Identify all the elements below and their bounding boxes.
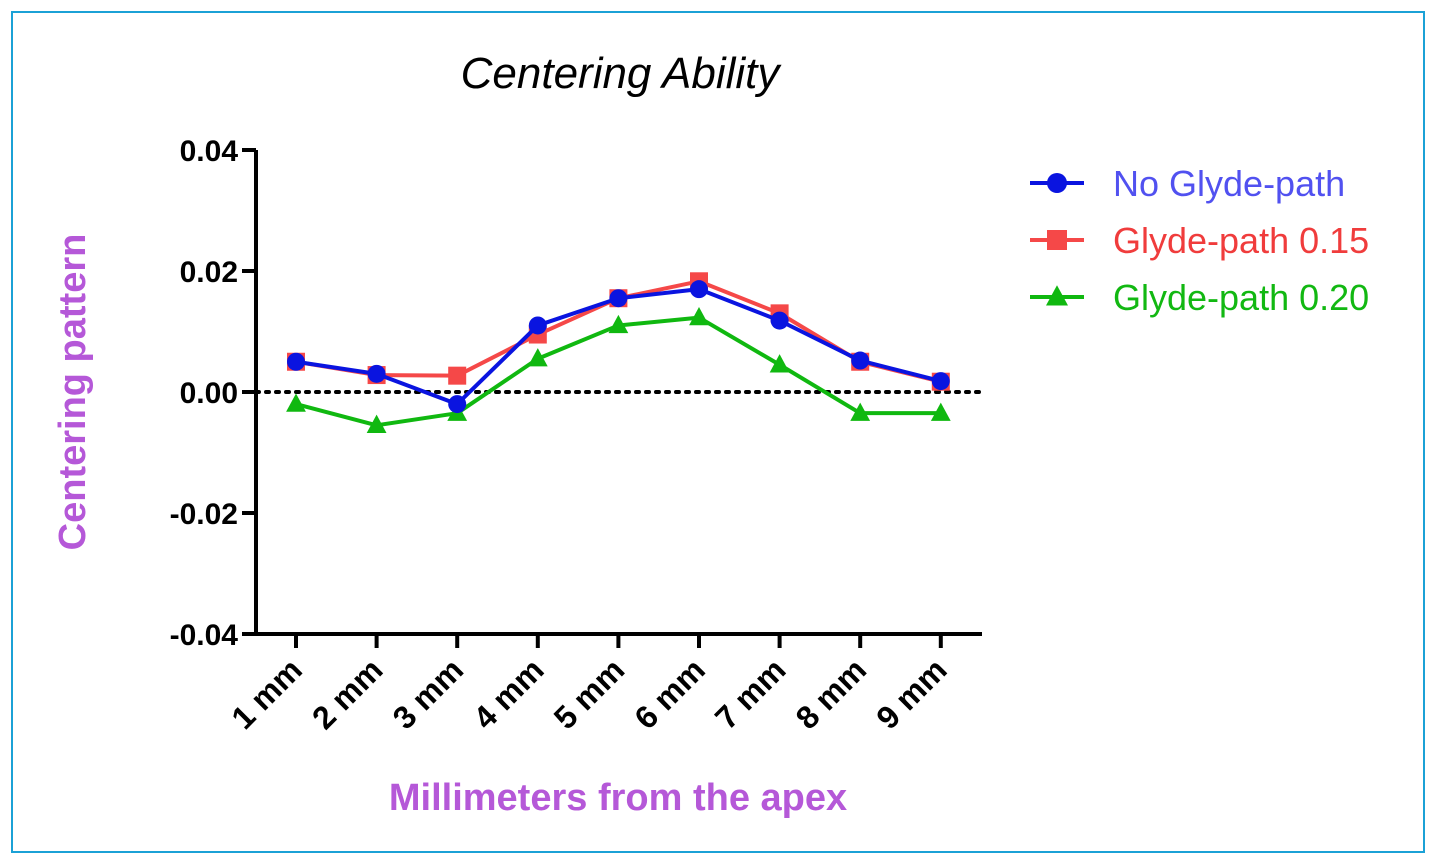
legend-item: Glyde-path 0.15 bbox=[1030, 220, 1369, 261]
legend-marker bbox=[1046, 285, 1068, 306]
data-point bbox=[770, 311, 789, 330]
y-tick-label: 0.02 bbox=[180, 256, 238, 289]
data-point bbox=[448, 366, 467, 385]
data-point bbox=[851, 351, 870, 370]
x-tick-label: 4 mm bbox=[466, 651, 551, 736]
data-point bbox=[448, 395, 467, 414]
data-point bbox=[609, 289, 628, 308]
legend-label: Glyde-path 0.20 bbox=[1113, 277, 1369, 318]
data-point bbox=[690, 280, 708, 299]
x-tick-label: 7 mm bbox=[708, 651, 793, 736]
data-point bbox=[528, 316, 547, 335]
y-tick-label: 0.00 bbox=[180, 377, 238, 410]
legend-item: No Glyde-path bbox=[1030, 163, 1345, 204]
x-axis-label: Millimeters from the apex bbox=[389, 777, 847, 819]
x-tick-label: 9 mm bbox=[869, 651, 954, 736]
x-tick-label: 2 mm bbox=[305, 651, 390, 736]
legend-marker bbox=[1047, 230, 1067, 250]
data-point bbox=[527, 348, 548, 367]
legend-item: Glyde-path 0.20 bbox=[1030, 277, 1369, 318]
legend-marker bbox=[1047, 173, 1067, 193]
data-point bbox=[287, 352, 305, 371]
x-tick-label: 6 mm bbox=[627, 651, 712, 736]
data-point bbox=[769, 354, 790, 373]
data-point bbox=[286, 393, 306, 412]
x-tick-label: 1 mm bbox=[224, 651, 309, 736]
plot-area bbox=[286, 272, 951, 433]
y-tick-label: -0.02 bbox=[170, 498, 238, 531]
data-point bbox=[608, 314, 629, 334]
data-point bbox=[850, 402, 871, 421]
data-point bbox=[931, 372, 950, 391]
x-tick-label: 3 mm bbox=[386, 651, 471, 736]
x-tick-label: 5 mm bbox=[547, 651, 632, 736]
chart-title: Centering Ability bbox=[461, 49, 783, 98]
legend: No Glyde-path Glyde-path 0.15 Glyde-path 0… bbox=[1030, 163, 1369, 318]
x-tick-label: 8 mm bbox=[789, 651, 874, 736]
y-tick-label: -0.04 bbox=[170, 619, 239, 652]
series-line bbox=[295, 315, 941, 428]
series-triangle bbox=[286, 306, 951, 433]
data-point bbox=[930, 402, 951, 421]
legend-label: Glyde-path 0.15 bbox=[1113, 220, 1369, 261]
y-axis-label: Centering pattern bbox=[52, 234, 94, 551]
axes: 0.04 0.02 0.00 -0.02 -0.041 mm2 mm3 mm4 mm5 … bbox=[170, 135, 982, 736]
data-point bbox=[366, 414, 387, 433]
series-circle bbox=[287, 280, 950, 414]
data-point bbox=[367, 364, 386, 383]
data-point bbox=[689, 306, 709, 326]
y-tick-label: 0.04 bbox=[180, 135, 239, 168]
legend-label: No Glyde-path bbox=[1113, 163, 1345, 204]
